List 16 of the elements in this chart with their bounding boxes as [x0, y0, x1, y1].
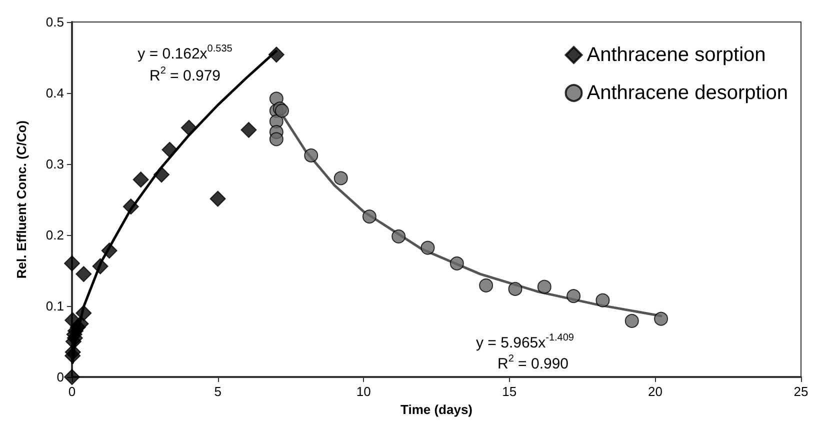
x-axis-title: Time (days) [400, 402, 473, 417]
y-tick-label: 0.3 [46, 156, 64, 172]
x-tick-label: 0 [68, 384, 76, 399]
x-tick-label: 25 [794, 384, 808, 399]
y-tick-label: 0.2 [46, 228, 64, 242]
y-tick-label: 0.1 [46, 298, 64, 314]
x-tick-label: 20 [648, 384, 662, 399]
y-tick-label: 0.5 [46, 14, 64, 30]
x-tick-label: 10 [356, 384, 371, 399]
x-tick-label: 15 [502, 384, 517, 399]
legend-label: Anthracene sorption [586, 44, 766, 66]
legend-label: Anthracene desorption [586, 82, 788, 104]
y-tick-label: 0 [56, 370, 64, 384]
y-axis-title: Rel. Effluent Conc. (C/Co) [14, 120, 29, 279]
x-tick-label: 5 [214, 384, 222, 399]
y-tick-label: 0.4 [46, 86, 64, 100]
